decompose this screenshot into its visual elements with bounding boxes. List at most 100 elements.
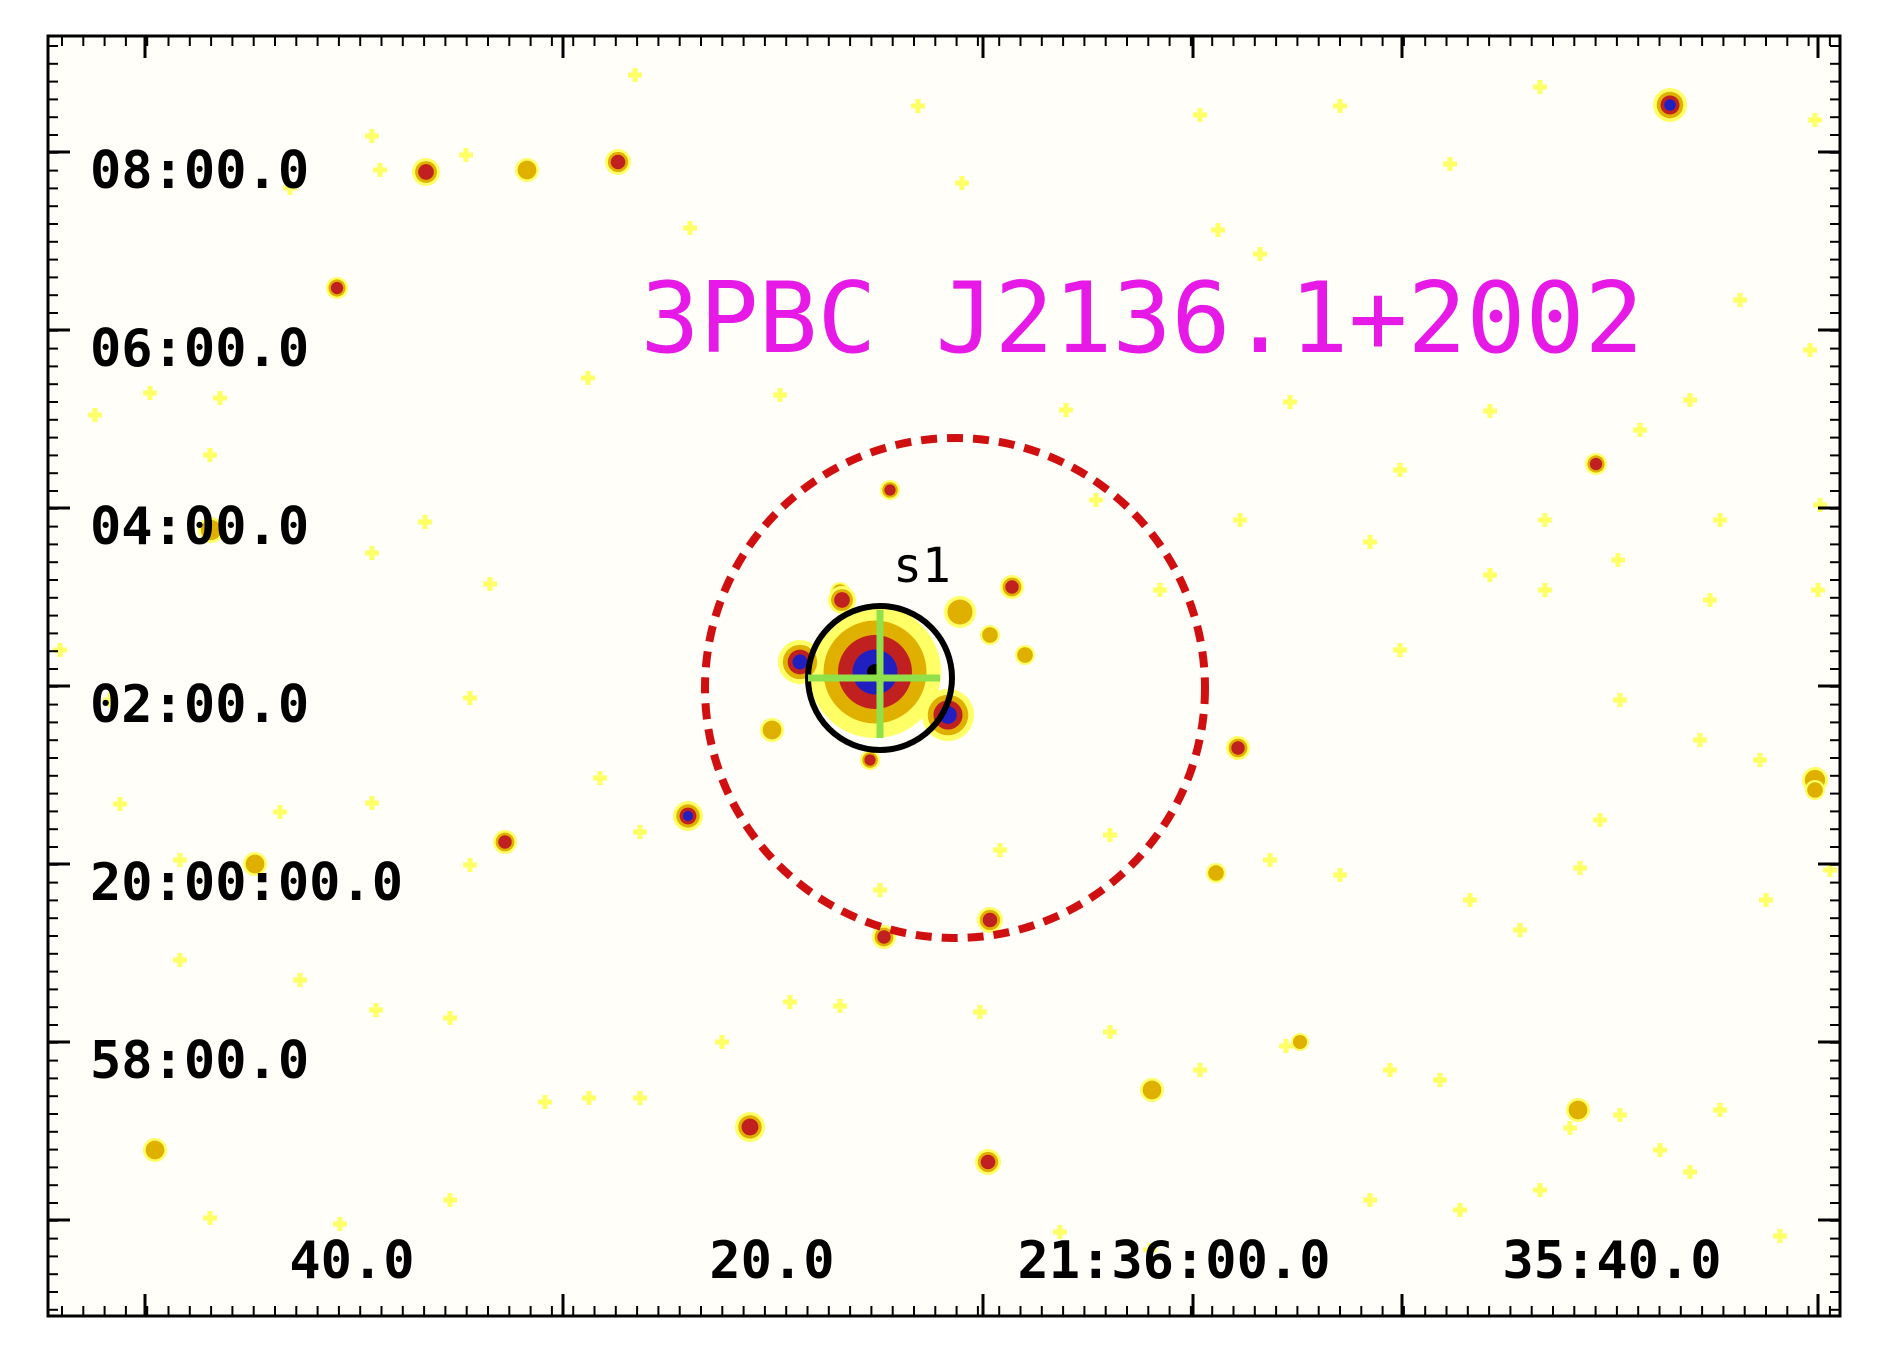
noise-speck	[1613, 1108, 1627, 1122]
sky-source	[200, 519, 222, 541]
noise-speck	[1811, 583, 1825, 597]
noise-speck	[373, 163, 387, 177]
sky-source	[330, 281, 344, 295]
sky-source	[762, 720, 782, 740]
noise-speck	[873, 883, 887, 897]
noise-speck	[1563, 1121, 1577, 1135]
noise-speck	[1263, 853, 1277, 867]
noise-speck	[1803, 343, 1817, 357]
noise-speck	[1193, 108, 1207, 122]
noise-speck	[1363, 535, 1377, 549]
noise-speck	[103, 693, 117, 707]
sky-source	[1142, 1080, 1162, 1100]
noise-speck	[1089, 493, 1103, 507]
noise-speck	[1713, 1103, 1727, 1117]
y-tick-label: 08:00.0	[90, 141, 309, 201]
sky-source	[682, 810, 694, 822]
sky-source	[877, 930, 891, 944]
noise-speck	[593, 771, 607, 785]
noise-speck	[333, 1217, 347, 1231]
noise-speck	[911, 99, 925, 113]
noise-speck	[683, 221, 697, 235]
sky-source	[517, 160, 537, 180]
noise-speck	[1613, 693, 1627, 707]
noise-speck	[1153, 583, 1167, 597]
noise-speck	[1759, 893, 1773, 907]
noise-speck	[88, 408, 102, 422]
noise-speck	[1483, 568, 1497, 582]
noise-speck	[633, 825, 647, 839]
error-circle	[701, 434, 1209, 942]
noise-speck	[203, 1211, 217, 1225]
x-tick-label: 20.0	[709, 1231, 834, 1291]
noise-speck	[581, 371, 595, 385]
noise-speck	[1808, 113, 1822, 127]
noise-speck	[1573, 861, 1587, 875]
noise-speck	[365, 546, 379, 560]
noise-speck	[1393, 643, 1407, 657]
source-blobs	[53, 68, 1837, 1257]
noise-speck	[1463, 893, 1477, 907]
noise-speck	[463, 691, 477, 705]
axis-ticks	[48, 36, 1840, 1316]
sky-source	[741, 1118, 759, 1136]
noise-speck	[293, 973, 307, 987]
noise-speck	[1753, 753, 1767, 767]
noise-speck	[53, 643, 67, 657]
sky-source	[1807, 782, 1823, 798]
y-tick-label: 04:00.0	[90, 497, 309, 557]
noise-speck	[365, 796, 379, 810]
noise-speck	[1333, 99, 1347, 113]
source-label: s1	[893, 538, 951, 594]
sky-source	[1208, 865, 1224, 881]
y-tick-label: 58:00.0	[90, 1031, 309, 1091]
noise-speck	[973, 1005, 987, 1019]
sky-source	[1292, 1034, 1308, 1050]
noise-speck	[1143, 1243, 1157, 1257]
noise-speck	[1433, 1073, 1447, 1087]
noise-speck	[1593, 813, 1607, 827]
noise-speck	[1633, 423, 1647, 437]
sky-source	[1589, 457, 1603, 471]
y-tick-label: 20:00:00.0	[90, 853, 403, 913]
s1-source	[792, 654, 808, 670]
sky-source	[1231, 741, 1245, 755]
noise-speck	[418, 515, 432, 529]
noise-speck	[1733, 293, 1747, 307]
sky-source	[982, 627, 998, 643]
noise-speck	[1513, 923, 1527, 937]
noise-speck	[283, 181, 297, 195]
noise-speck	[1533, 1183, 1547, 1197]
noise-speck	[463, 858, 477, 872]
noise-speck	[173, 953, 187, 967]
sky-source	[418, 164, 434, 180]
noise-speck	[633, 1091, 647, 1105]
image-frame	[46, 34, 1842, 1318]
image-background	[48, 36, 1840, 1316]
sky-source	[1005, 580, 1019, 594]
noise-speck	[1813, 498, 1827, 512]
noise-speck	[143, 386, 157, 400]
noise-speck	[1693, 733, 1707, 747]
noise-speck	[1683, 1165, 1697, 1179]
noise-speck	[1538, 513, 1552, 527]
noise-speck	[628, 68, 642, 82]
noise-speck	[1211, 223, 1225, 237]
x-tick-label: 21:36:00.0	[1017, 1231, 1330, 1291]
noise-speck	[715, 1035, 729, 1049]
sky-source	[1017, 647, 1033, 663]
noise-speck	[1483, 404, 1497, 418]
noise-speck	[955, 176, 969, 190]
y-tick-label: 02:00.0	[90, 675, 309, 735]
noise-speck	[459, 148, 473, 162]
noise-speck	[483, 577, 497, 591]
sky-source	[982, 912, 998, 928]
sky-source	[145, 1140, 165, 1160]
figure-title: 3PBC J2136.1+2002	[640, 262, 1643, 376]
noise-speck	[369, 1003, 383, 1017]
sky-source	[864, 754, 876, 766]
sky-source	[1568, 1100, 1588, 1120]
noise-speck	[273, 805, 287, 819]
